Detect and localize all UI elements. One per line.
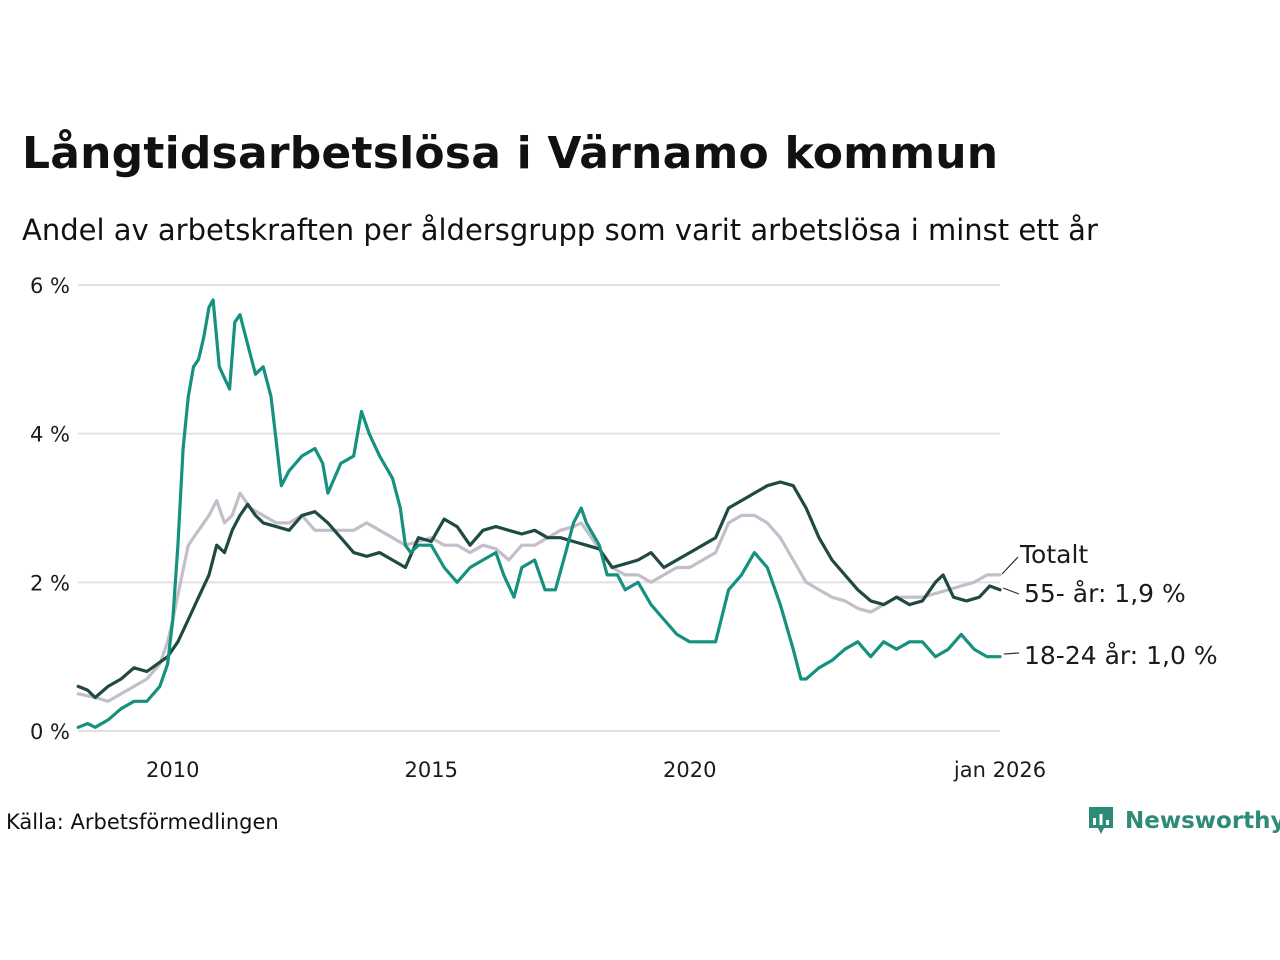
series-labels: Totalt 55- år: 1,9 % 18-24 år: 1,0 % <box>1001 540 1218 670</box>
y-tick-label: 2 % <box>30 571 70 595</box>
y-tick-label: 6 % <box>30 274 70 298</box>
label-leader-line <box>1003 652 1020 655</box>
x-axis-ticks: 2010 2015 2020 jan 2026 <box>146 758 1046 782</box>
series-label: 55- år: 1,9 % <box>1024 579 1186 608</box>
x-tick-label: jan 2026 <box>953 758 1046 782</box>
chart-subtitle: Andel av arbetskraften per åldersgrupp s… <box>22 213 1098 247</box>
series-label: 18-24 år: 1,0 % <box>1024 641 1218 670</box>
series-label: Totalt <box>1019 540 1088 569</box>
x-tick-label: 2015 <box>405 758 458 782</box>
series-line-1 <box>76 480 1002 700</box>
series-lines <box>76 298 1002 729</box>
x-tick-label: 2010 <box>146 758 199 782</box>
series-line-0 <box>76 491 1002 703</box>
label-leader-line <box>1001 556 1019 575</box>
bar-chart-icon <box>1089 807 1113 834</box>
logo-text: Newsworthy <box>1125 808 1280 834</box>
y-tick-label: 4 % <box>30 423 70 447</box>
grid-lines <box>78 284 1000 732</box>
chart-title: Långtidsarbetslösa i Värnamo kommun <box>22 128 999 179</box>
series-line-2 <box>76 298 1002 729</box>
newsworthy-logo[interactable]: Newsworthy <box>1087 803 1280 839</box>
y-axis-ticks: 0 % 2 % 4 % 6 % <box>30 274 70 744</box>
label-leader-line <box>1002 587 1020 595</box>
x-tick-label: 2020 <box>663 758 716 782</box>
source-note: Källa: Arbetsförmedlingen <box>6 810 279 834</box>
y-tick-label: 0 % <box>30 720 70 744</box>
